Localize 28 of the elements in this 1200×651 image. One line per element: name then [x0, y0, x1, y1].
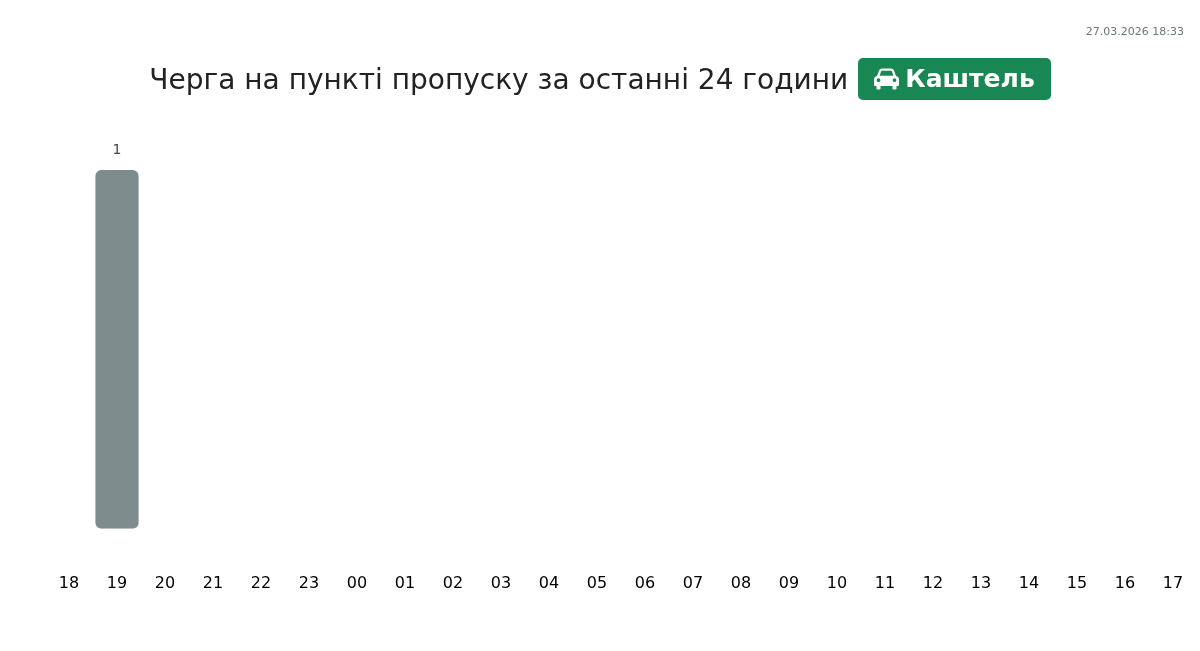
x-tick-label: 04 — [538, 572, 560, 592]
x-tick-label: 12 — [922, 572, 944, 592]
x-tick-label: 16 — [1114, 572, 1136, 592]
data-label: 1 — [112, 140, 122, 157]
x-tick-label: 08 — [730, 572, 752, 592]
x-tick-label: 23 — [298, 572, 320, 592]
x-tick-label: 07 — [682, 572, 704, 592]
x-tick-label: 21 — [202, 572, 224, 592]
x-tick-label: 20 — [154, 572, 176, 592]
x-tick-label: 03 — [490, 572, 512, 592]
x-tick-label: 10 — [826, 572, 848, 592]
x-tick-label: 22 — [250, 572, 272, 592]
x-tick-label: 05 — [586, 572, 608, 592]
x-tick-label: 19 — [106, 572, 128, 592]
chart-subtitle: Каштель — [905, 64, 1035, 93]
x-tick-label: 11 — [874, 572, 896, 592]
x-tick-label: 17 — [1162, 572, 1184, 592]
x-tick-label: 15 — [1066, 572, 1088, 592]
x-tick-label: 01 — [394, 572, 416, 592]
x-tick-label: 13 — [970, 572, 992, 592]
text: 27.03.2026 18:33 — [1085, 25, 1184, 39]
x-tick-label: 18 — [58, 572, 80, 592]
x-tick-label: 14 — [1018, 572, 1040, 592]
x-tick-label: 02 — [442, 572, 464, 592]
x-tick-label: 06 — [634, 572, 656, 592]
chart-title: Черга на пункті пропуску за останні 24 години — [149, 62, 849, 96]
x-tick-label: 09 — [778, 572, 800, 592]
x-tick-label: 00 — [346, 572, 368, 592]
